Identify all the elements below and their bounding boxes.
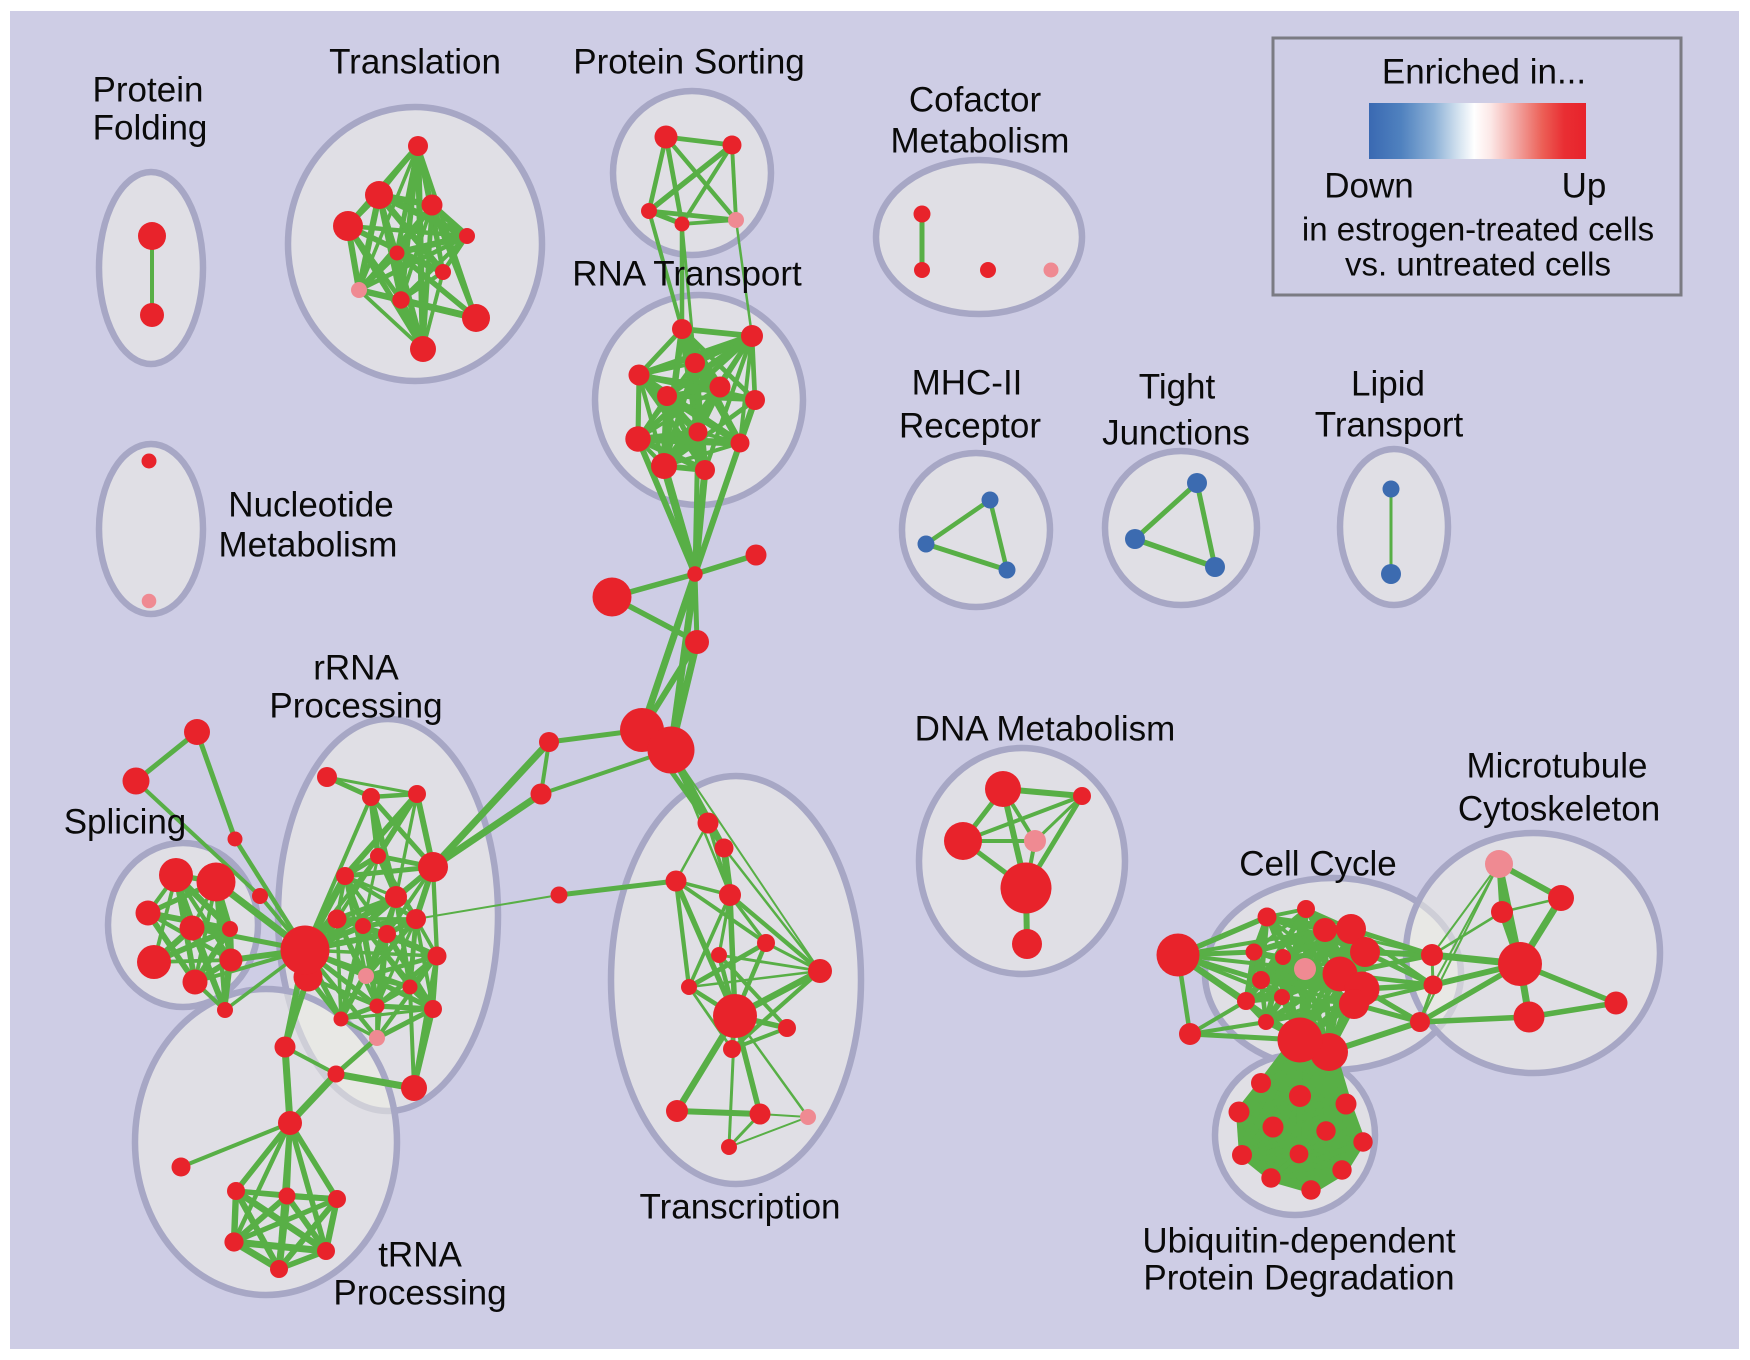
svg-text:vs. untreated cells: vs. untreated cells (1345, 246, 1611, 283)
svg-text:Translation: Translation (329, 43, 501, 82)
svg-text:Cofactor: Cofactor (909, 81, 1042, 120)
svg-text:Enriched in...: Enriched in... (1382, 53, 1586, 92)
svg-text:Processing: Processing (333, 1274, 506, 1313)
svg-text:Processing: Processing (269, 687, 442, 726)
svg-text:Down: Down (1324, 167, 1413, 206)
svg-text:Tight: Tight (1139, 368, 1216, 407)
svg-text:Cell Cycle: Cell Cycle (1239, 845, 1397, 884)
svg-text:in estrogen-treated cells: in estrogen-treated cells (1302, 211, 1654, 248)
svg-text:Transport: Transport (1315, 406, 1464, 445)
svg-text:tRNA: tRNA (378, 1236, 462, 1275)
svg-text:Cytoskeleton: Cytoskeleton (1458, 790, 1660, 829)
svg-text:Receptor: Receptor (899, 407, 1041, 446)
svg-text:Metabolism: Metabolism (891, 122, 1070, 161)
svg-text:rRNA: rRNA (313, 649, 399, 688)
svg-text:DNA Metabolism: DNA Metabolism (915, 710, 1176, 749)
svg-text:Junctions: Junctions (1102, 414, 1250, 453)
svg-text:Microtubule: Microtubule (1467, 747, 1648, 786)
svg-text:MHC-II: MHC-II (912, 364, 1023, 403)
svg-text:Protein Sorting: Protein Sorting (573, 43, 805, 82)
svg-text:Metabolism: Metabolism (219, 526, 398, 565)
svg-text:Splicing: Splicing (64, 803, 187, 842)
svg-text:Up: Up (1562, 167, 1607, 206)
svg-text:Lipid: Lipid (1351, 365, 1425, 404)
svg-text:Folding: Folding (93, 109, 208, 148)
svg-text:Protein Degradation: Protein Degradation (1143, 1259, 1454, 1298)
svg-text:Transcription: Transcription (640, 1188, 841, 1227)
svg-text:Protein: Protein (93, 71, 204, 110)
svg-text:RNA Transport: RNA Transport (572, 255, 802, 294)
svg-text:Nucleotide: Nucleotide (228, 486, 393, 525)
svg-text:Ubiquitin-dependent: Ubiquitin-dependent (1142, 1222, 1456, 1261)
